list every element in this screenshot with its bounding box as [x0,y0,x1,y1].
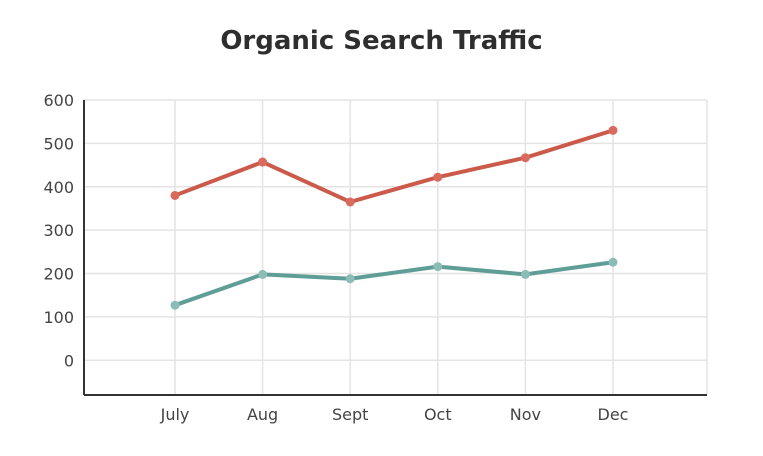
data-point [345,197,355,207]
data-point [608,125,618,135]
x-tick-label: Sept [332,405,368,424]
data-point [520,269,530,279]
data-point [520,153,530,163]
y-tick-label: 400 [43,178,74,197]
x-tick-label: July [160,405,190,424]
series-line-2 [173,260,615,308]
chart-title: Organic Search Traffic [220,26,543,56]
data-point [433,262,443,272]
x-tick-label: Oct [424,405,452,424]
y-tick-label: 300 [43,221,74,240]
y-tick-label: 600 [43,91,74,110]
series-line-1 [173,128,615,204]
data-point [433,172,443,182]
data-point [258,269,268,279]
data-point [170,300,180,310]
data-point [345,274,355,284]
y-tick-label: 200 [43,265,74,284]
x-tick-label: Aug [247,405,278,424]
data-point [258,157,268,167]
data-point [608,257,618,267]
x-tick-label: Nov [510,405,541,424]
y-tick-label: 100 [43,308,74,327]
data-point [170,190,180,200]
y-tick-label: 500 [43,134,74,153]
x-tick-label: Dec [598,405,629,424]
y-tick-label: 0 [64,351,74,370]
